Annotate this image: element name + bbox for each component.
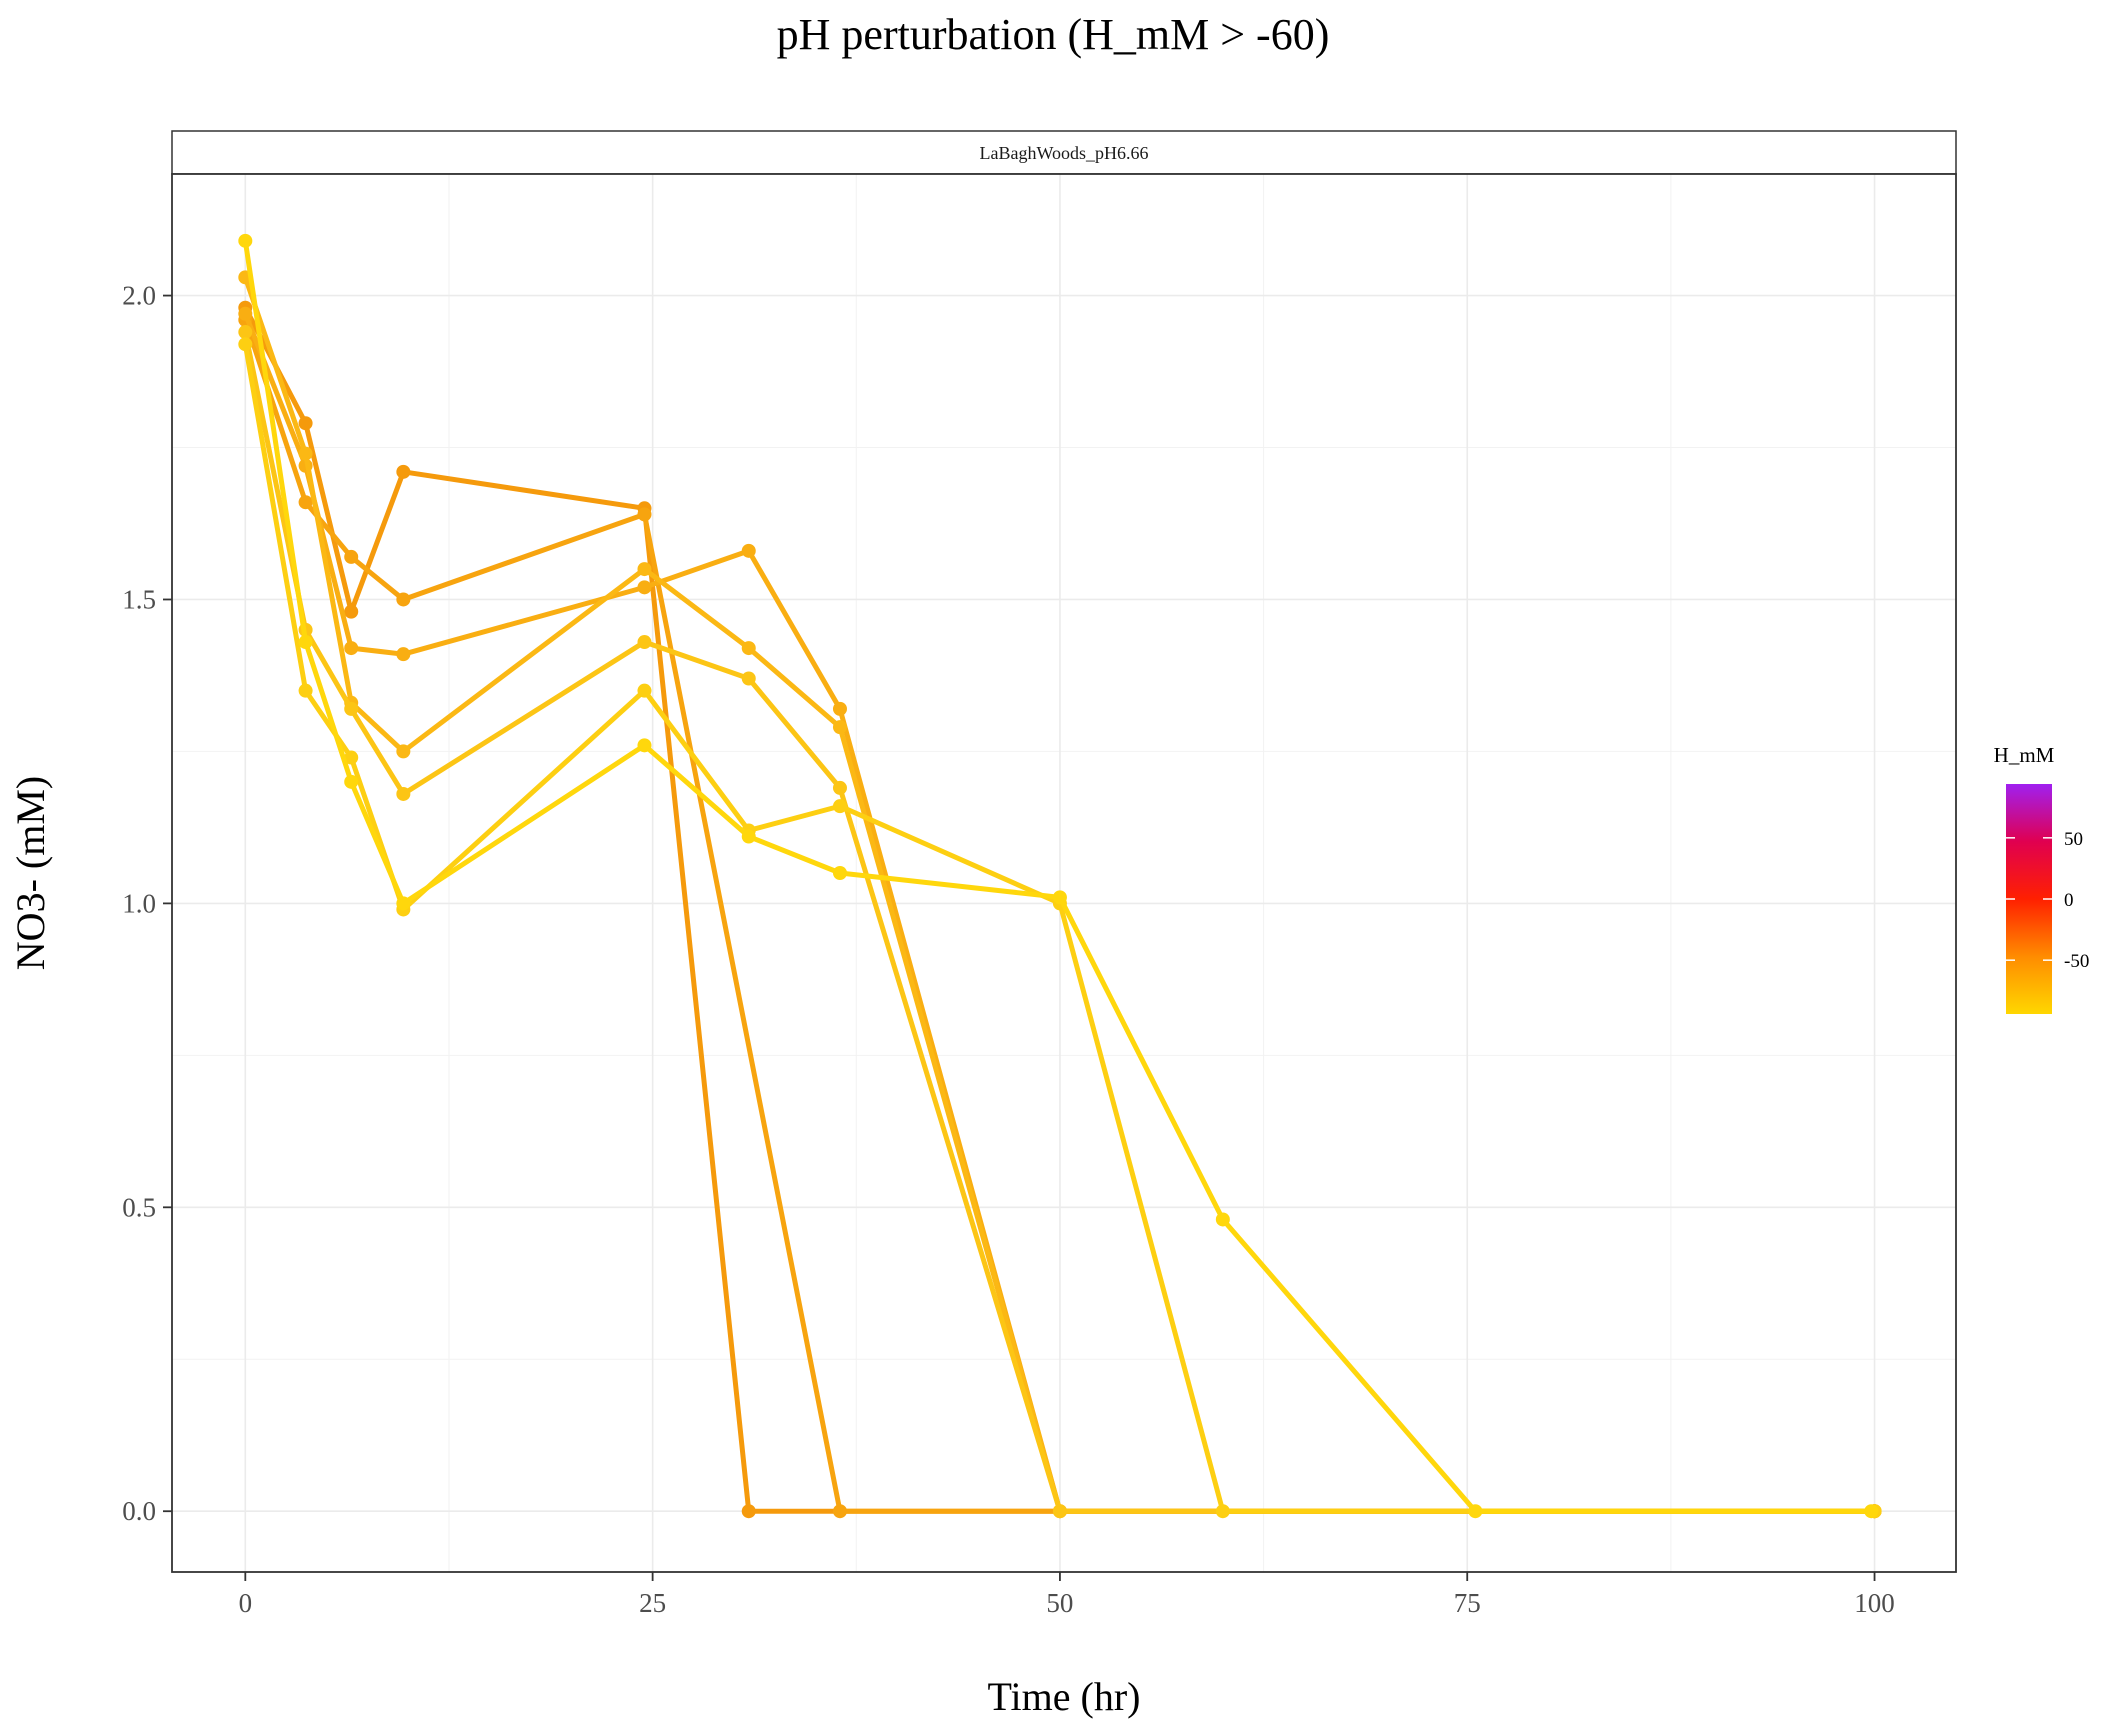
data-point xyxy=(298,635,313,650)
data-point xyxy=(344,774,359,789)
data-point xyxy=(741,1504,756,1519)
data-point xyxy=(637,507,652,522)
grid-minor xyxy=(172,174,1956,1572)
facet-strip xyxy=(171,130,1957,175)
data-point xyxy=(344,641,359,656)
data-point xyxy=(396,647,411,662)
data-point xyxy=(832,1504,847,1519)
series-layer xyxy=(238,233,1882,1519)
y-tick-label: 0.0 xyxy=(122,1496,156,1526)
x-tick-label: 100 xyxy=(1854,1588,1895,1618)
y-tick-label: 2.0 xyxy=(122,281,156,311)
facet-label: LaBaghWoods_pH6.66 xyxy=(979,143,1148,163)
y-tick-label: 1.5 xyxy=(122,584,156,614)
y-axis: 0.0 0.5 1.0 1.5 2.0 xyxy=(122,281,172,1526)
data-point xyxy=(637,683,652,698)
legend-tick-label: 50 xyxy=(2064,829,2083,850)
data-point xyxy=(1864,1504,1879,1519)
chart-title: pH perturbation (H_mM > -60) xyxy=(777,10,1330,59)
plot-panel xyxy=(172,174,1956,1572)
data-point xyxy=(1468,1504,1483,1519)
data-point xyxy=(832,720,847,735)
data-point xyxy=(396,786,411,801)
data-point xyxy=(396,896,411,911)
legend: H_mM 50 0 -50 xyxy=(1994,743,2089,1014)
y-axis-title: NO3- (mM) xyxy=(8,776,53,970)
data-point xyxy=(344,750,359,765)
plot-border xyxy=(171,173,1957,1573)
data-point xyxy=(741,641,756,656)
data-point xyxy=(741,543,756,558)
data-point xyxy=(238,233,253,248)
data-point xyxy=(741,829,756,844)
data-point xyxy=(832,780,847,795)
data-point xyxy=(238,306,253,321)
data-point xyxy=(637,635,652,650)
data-point xyxy=(238,337,253,352)
data-point xyxy=(238,325,253,340)
data-point xyxy=(1052,1504,1067,1519)
legend-tick-label: 0 xyxy=(2064,890,2074,911)
series-6 xyxy=(238,337,1882,1519)
data-point xyxy=(396,464,411,479)
data-point xyxy=(1215,1212,1230,1227)
series-line xyxy=(242,341,1878,1514)
legend-tick-label: -50 xyxy=(2064,951,2089,972)
data-point xyxy=(832,799,847,814)
x-tick-label: 75 xyxy=(1454,1588,1481,1618)
data-point xyxy=(298,683,313,698)
y-tick-label: 1.0 xyxy=(122,888,156,918)
x-axis: 0 25 50 75 100 xyxy=(239,1572,1895,1618)
data-point xyxy=(344,549,359,564)
data-point xyxy=(298,446,313,461)
data-point xyxy=(298,416,313,431)
data-point xyxy=(344,604,359,619)
data-point xyxy=(1215,1504,1230,1519)
data-point xyxy=(1052,890,1067,905)
x-tick-label: 0 xyxy=(239,1588,253,1618)
x-tick-label: 25 xyxy=(639,1588,666,1618)
data-point xyxy=(396,592,411,607)
y-tick-label: 0.5 xyxy=(122,1192,156,1222)
series-7 xyxy=(238,233,1879,1519)
data-point xyxy=(832,866,847,880)
data-point xyxy=(298,495,313,510)
legend-title: H_mM xyxy=(1994,743,2055,767)
data-point xyxy=(832,701,847,716)
data-point xyxy=(344,701,359,716)
data-point xyxy=(637,738,652,753)
data-point xyxy=(637,562,652,577)
data-point xyxy=(637,580,652,595)
legend-ticks: 50 0 -50 xyxy=(2006,829,2089,972)
x-axis-title: Time (hr) xyxy=(988,1674,1141,1719)
data-point xyxy=(741,671,756,686)
x-tick-label: 50 xyxy=(1046,1588,1073,1618)
data-point xyxy=(396,744,411,759)
